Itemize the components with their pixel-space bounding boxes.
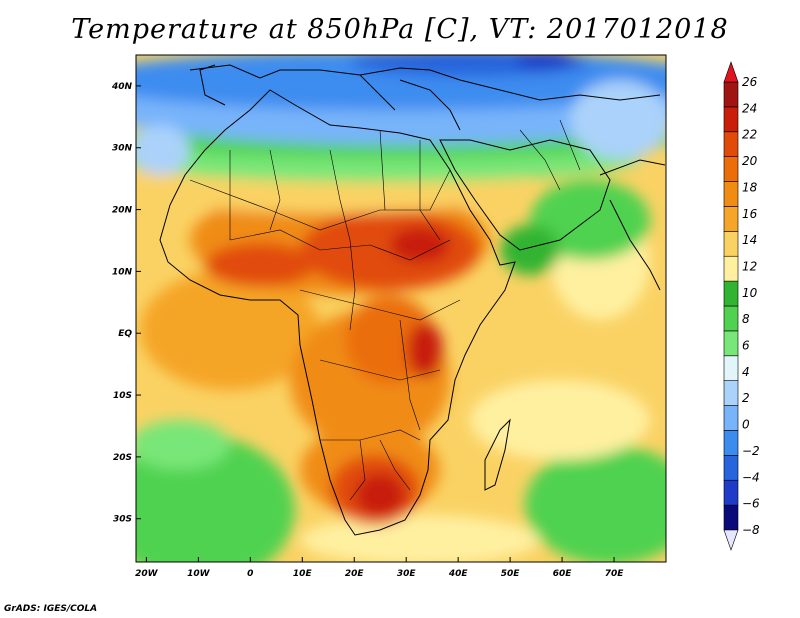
colorbar-tick-label: −4 bbox=[742, 470, 760, 484]
colorbar-swatch bbox=[723, 206, 739, 232]
colorbar-tick-label: −8 bbox=[742, 523, 760, 537]
country-borders bbox=[189, 119, 581, 501]
colorbar-tick-label: 18 bbox=[742, 180, 758, 194]
lon-tick-label: 10W bbox=[187, 569, 211, 579]
colorbar-tick-label: 2 bbox=[742, 391, 750, 405]
lon-tick-label: 40E bbox=[448, 569, 469, 579]
lat-tick-label: 10N bbox=[112, 267, 133, 277]
lat-tick-label: 20S bbox=[113, 453, 132, 463]
colorbar-tick-label: 12 bbox=[742, 259, 757, 273]
lat-tick-label: EQ bbox=[118, 329, 132, 339]
lat-tick-label: 10S bbox=[113, 391, 132, 401]
longitude-ticks: 20W 10W 0 10E 20E 30E 40E 50E 60E 70E bbox=[135, 557, 624, 579]
grads-credit: GrADS: IGES/COLA bbox=[4, 604, 98, 614]
coastlines bbox=[159, 64, 666, 536]
lon-tick-label: 50E bbox=[501, 569, 521, 579]
colorbar-swatch bbox=[723, 280, 739, 307]
colorbar-swatch bbox=[723, 131, 739, 157]
lat-tick-label: 30N bbox=[112, 144, 133, 154]
colorbar-swatch bbox=[723, 231, 739, 257]
colorbar-tick-label: 24 bbox=[742, 101, 757, 115]
colorbar-swatch bbox=[723, 305, 739, 332]
colorbar-tick-label: 16 bbox=[742, 207, 758, 221]
latitude-ticks: 40N 30N 20N 10N EQ 10S 20S 30S bbox=[111, 82, 141, 525]
lat-tick-label: 20N bbox=[112, 206, 133, 216]
lat-tick-label: 30S bbox=[113, 515, 132, 525]
colorbar-swatch bbox=[723, 106, 739, 133]
lon-tick-label: 10E bbox=[293, 569, 313, 579]
lon-tick-label: 30E bbox=[397, 569, 417, 579]
colorbar-swatch bbox=[723, 430, 739, 456]
colorbar-tick-label: −6 bbox=[742, 497, 760, 511]
temperature-field bbox=[136, 55, 666, 562]
lon-tick-label: 70E bbox=[605, 569, 625, 579]
colorbar-tick-label: 14 bbox=[742, 233, 757, 247]
colorbar-swatch bbox=[723, 405, 739, 431]
colorbar-swatch bbox=[723, 255, 739, 282]
colorbar-swatch bbox=[723, 81, 739, 108]
colorbar-tick-label: 22 bbox=[742, 128, 757, 142]
colorbar-tick-label: 8 bbox=[742, 312, 750, 326]
colorbar-tick-label: 10 bbox=[742, 286, 758, 300]
colorbar-tick-label: 26 bbox=[742, 75, 758, 89]
colorbar-swatch bbox=[723, 355, 739, 381]
colorbar-swatch bbox=[723, 504, 739, 531]
lat-tick-label: 40N bbox=[111, 82, 133, 92]
colorbar-swatch bbox=[723, 455, 739, 481]
colorbar-swatch bbox=[723, 479, 739, 506]
colorbar-above-arrow bbox=[723, 61, 739, 83]
colorbar-tick-label: 20 bbox=[742, 154, 758, 168]
colorbar-swatch bbox=[723, 156, 739, 182]
colorbar-tick-label: 4 bbox=[742, 365, 750, 379]
lon-tick-label: 0 bbox=[247, 569, 253, 579]
lon-tick-label: 60E bbox=[553, 569, 573, 579]
colorbar-swatch bbox=[723, 181, 739, 207]
colorbar-tick-label: −2 bbox=[742, 444, 760, 458]
lon-tick-label: 20W bbox=[135, 569, 159, 579]
colorbar-below-arrow bbox=[723, 529, 739, 551]
colorbar-swatch bbox=[723, 330, 739, 357]
colorbar-tick-label: 0 bbox=[742, 418, 750, 432]
colorbar-swatch bbox=[723, 380, 739, 406]
colorbar-tick-label: 6 bbox=[742, 339, 750, 353]
lon-tick-label: 20E bbox=[345, 569, 365, 579]
chart-title: Temperature at 850hPa [C], VT: 201701201… bbox=[71, 14, 729, 45]
plot-frame bbox=[135, 54, 667, 563]
